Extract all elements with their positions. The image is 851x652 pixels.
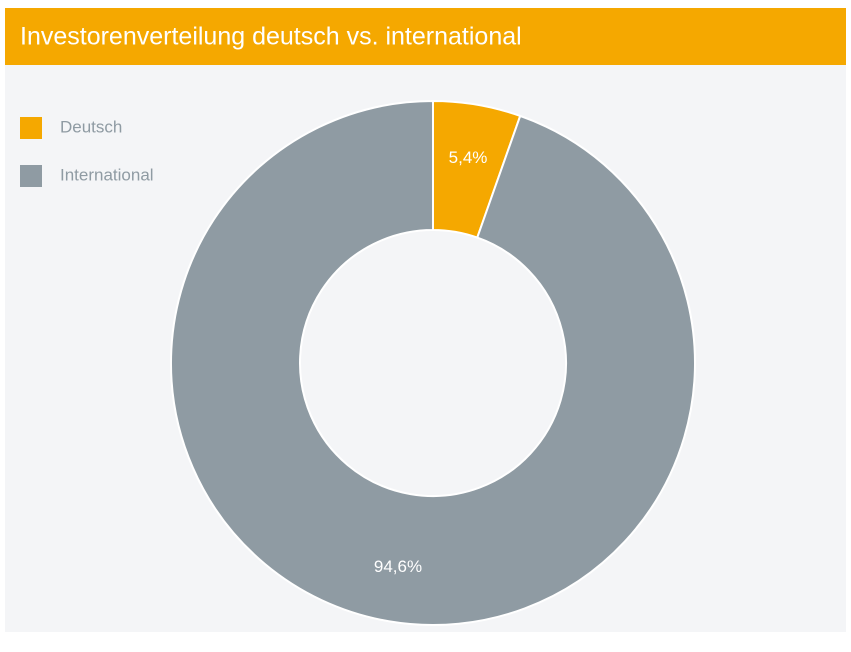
legend-swatch (20, 165, 42, 187)
data-label: 5,4% (449, 148, 488, 167)
legend-label: International (60, 165, 154, 184)
legend-label: Deutsch (60, 117, 122, 136)
data-label: 94,6% (374, 557, 422, 576)
legend-swatch (20, 117, 42, 139)
chart-title: Investorenverteilung deutsch vs. interna… (20, 23, 522, 51)
slice (170, 99, 697, 626)
header-bar (5, 8, 846, 65)
